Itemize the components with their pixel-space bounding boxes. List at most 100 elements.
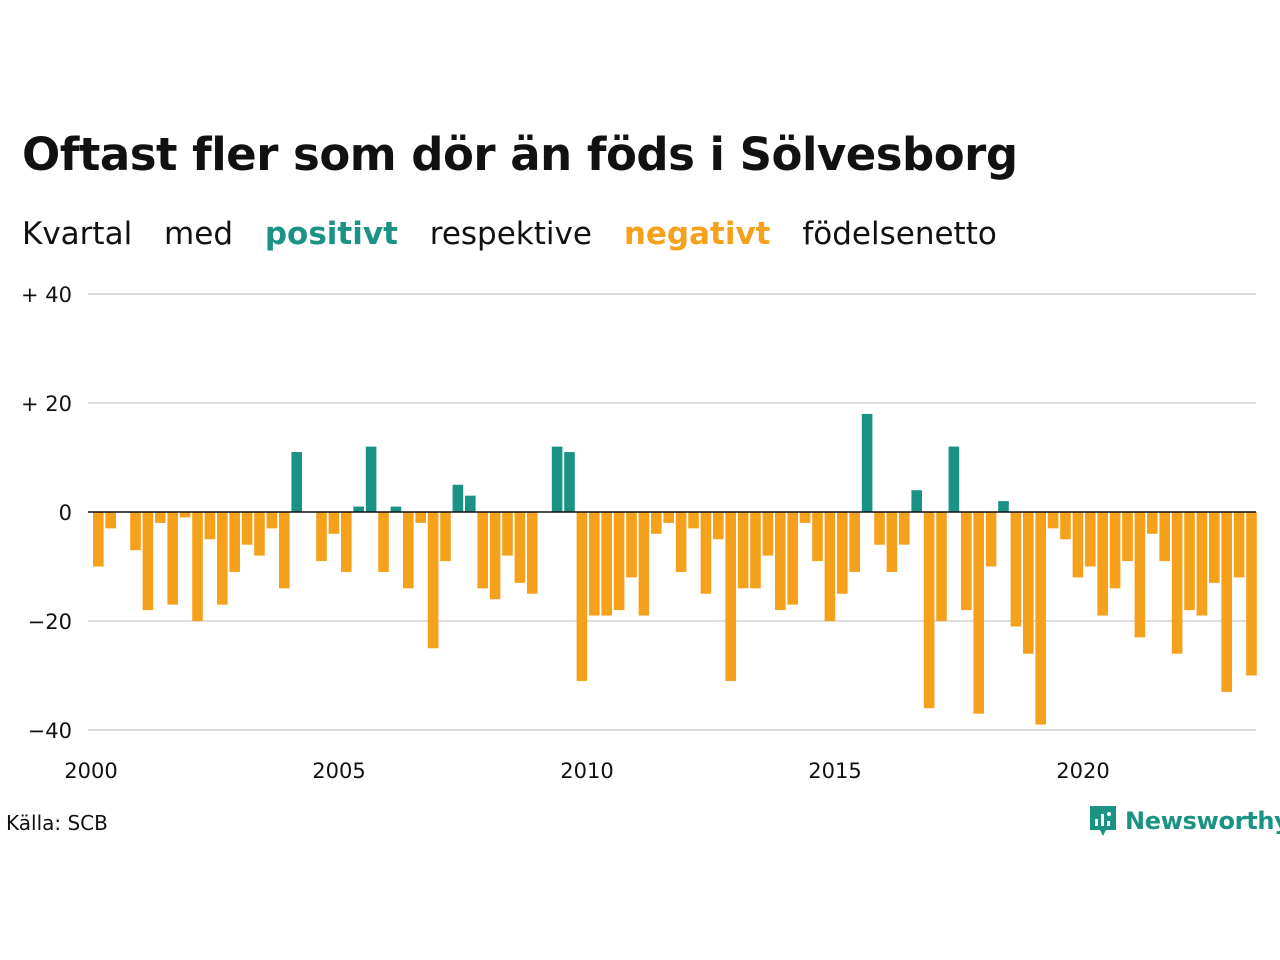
bar-negative xyxy=(899,512,910,545)
y-tick-label: −40 xyxy=(28,719,72,743)
bar-negative xyxy=(651,512,662,534)
subtitle-negative-label: negativt xyxy=(623,216,771,252)
bar-positive xyxy=(353,506,364,512)
bar-negative xyxy=(1097,512,1108,616)
bar-negative xyxy=(204,512,216,540)
bar-negative xyxy=(799,512,811,523)
bar-negative xyxy=(837,512,848,594)
chart-bubble-icon xyxy=(1090,806,1116,836)
bar-negative xyxy=(725,512,736,681)
subtitle-word-fodelsenetto: födelsenetto xyxy=(802,216,997,252)
y-tick-label: 0 xyxy=(59,501,72,525)
bar-negative xyxy=(663,512,674,523)
bar-negative xyxy=(849,512,860,572)
bar-positive xyxy=(551,446,563,512)
bar-chart: + 40 + 20 0 −20 −40 2000 2005 2010 2015 2020 xyxy=(21,283,1257,783)
y-axis-labels: + 40 + 20 0 −20 −40 xyxy=(21,283,72,743)
bar-negative xyxy=(824,512,836,621)
bar-negative xyxy=(985,512,997,567)
bar-negative xyxy=(279,512,290,589)
bar-negative xyxy=(675,512,687,572)
subtitle-word-kvartal: Kvartal xyxy=(22,216,133,252)
x-tick-label: 2020 xyxy=(1056,759,1109,783)
bar-positive xyxy=(452,484,464,512)
bar-positive xyxy=(564,452,575,512)
bar-negative xyxy=(142,512,154,611)
x-tick-label: 2000 xyxy=(64,759,117,783)
bar-negative xyxy=(316,512,327,562)
source-note: Källa: SCB xyxy=(6,811,108,835)
bar-negative xyxy=(1047,512,1059,529)
bar-negative xyxy=(1085,512,1096,567)
bar-positive xyxy=(948,446,960,512)
bar-negative xyxy=(341,512,352,572)
bar-negative xyxy=(750,512,761,589)
bar-negative xyxy=(179,512,191,518)
bar-negative xyxy=(762,512,774,556)
x-tick-label: 2005 xyxy=(312,759,365,783)
bar-negative xyxy=(254,512,265,556)
bar-positive xyxy=(365,446,377,512)
bar-positive xyxy=(291,452,302,512)
subtitle-word-respektive: respektive xyxy=(429,216,592,252)
bar-negative xyxy=(241,512,253,545)
bar-negative xyxy=(328,512,340,534)
x-axis-labels: 2000 2005 2010 2015 2020 xyxy=(64,759,1109,783)
chart-subtitle: Kvartal med positivt respektive negativt… xyxy=(22,216,1019,252)
bar-positive xyxy=(911,490,922,512)
bar-negative xyxy=(638,512,650,616)
bar-negative xyxy=(1184,512,1195,611)
bar-negative xyxy=(427,512,439,649)
bar-negative xyxy=(688,512,699,529)
x-tick-label: 2015 xyxy=(808,759,861,783)
bar-negative xyxy=(1134,512,1146,638)
bar-negative xyxy=(923,512,935,709)
bar-negative xyxy=(1109,512,1121,589)
bar-negative xyxy=(775,512,786,611)
chart-title: Oftast fler som dör än föds i Sölvesborg xyxy=(22,128,1018,181)
bar-negative xyxy=(502,512,513,556)
x-tick-label: 2010 xyxy=(560,759,613,783)
bar-negative xyxy=(576,512,588,681)
bar-negative xyxy=(1209,512,1220,583)
bar-negative xyxy=(973,512,984,714)
newsworthy-logo: Newsworthy xyxy=(1088,804,1280,838)
logo-text: Newsworthy xyxy=(1125,807,1280,835)
y-tick-label: −20 xyxy=(28,610,72,634)
bar-negative xyxy=(217,512,228,605)
bar-negative xyxy=(477,512,488,589)
bar-negative xyxy=(93,512,104,567)
bar-negative xyxy=(1023,512,1034,654)
bar-negative xyxy=(737,512,749,589)
bar-negative xyxy=(489,512,501,600)
bar-negative xyxy=(812,512,823,562)
bar-negative xyxy=(1246,512,1257,676)
bar-positive xyxy=(465,495,476,512)
bar-negative xyxy=(440,512,451,562)
bar-negative xyxy=(1010,512,1022,627)
bar-positive xyxy=(390,506,402,512)
bar-negative xyxy=(130,512,141,551)
bar-negative xyxy=(601,512,612,616)
bar-negative xyxy=(1060,512,1071,540)
bar-negative xyxy=(1159,512,1170,562)
bar-negative xyxy=(713,512,724,540)
gridlines xyxy=(88,293,1256,731)
bar-negative xyxy=(886,512,898,572)
bar-negative xyxy=(167,512,178,605)
bar-negative xyxy=(626,512,637,578)
bar-negative xyxy=(415,512,426,523)
bar-negative xyxy=(1147,512,1158,534)
bar-positive xyxy=(861,413,873,512)
bar-negative xyxy=(155,512,166,523)
bar-negative xyxy=(700,512,712,594)
bar-negative xyxy=(1035,512,1046,725)
bar-negative xyxy=(266,512,278,529)
bar-negative xyxy=(105,512,116,529)
bar-negative xyxy=(787,512,798,605)
subtitle-positive-label: positivt xyxy=(264,216,398,252)
bar-negative xyxy=(403,512,414,589)
bar-negative xyxy=(589,512,600,616)
bar-negative xyxy=(936,512,947,621)
bar-negative xyxy=(378,512,389,572)
